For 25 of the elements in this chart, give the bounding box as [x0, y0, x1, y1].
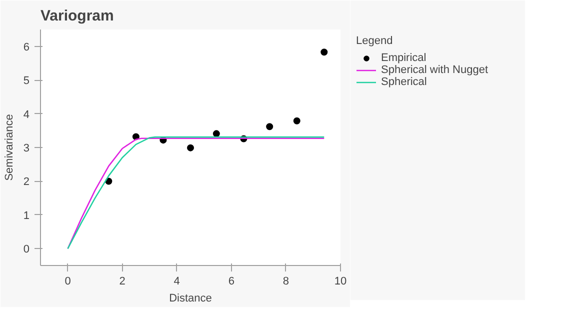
- y-tick-label: 6: [23, 41, 30, 54]
- y-tick-label: 4: [23, 108, 30, 121]
- x-tick-label: 2: [119, 276, 126, 288]
- legend-label: Spherical: [381, 76, 427, 88]
- x-tick-label: 0: [64, 276, 71, 288]
- legend-title: Legend: [356, 35, 394, 47]
- x-tick-label: 10: [334, 276, 347, 288]
- point: [293, 117, 300, 124]
- legend-label: Empirical: [381, 52, 426, 64]
- y-tick-label: 2: [23, 176, 30, 188]
- legend-label: Spherical with Nugget: [381, 64, 488, 76]
- x-axis-title: Distance: [169, 292, 212, 304]
- point: [320, 48, 328, 56]
- point: [266, 123, 274, 130]
- x-tick-label: 8: [282, 276, 290, 288]
- chart-title: Variogram: [40, 8, 114, 24]
- y-tick-label: 5: [23, 75, 30, 88]
- x-tick-label: 4: [174, 276, 180, 288]
- point: [187, 144, 194, 152]
- y-tick-label: 0: [23, 244, 30, 256]
- y-axis-title: Semivariance: [3, 114, 16, 181]
- x-tick-label: 6: [228, 276, 234, 288]
- y-tick-label: 3: [23, 142, 30, 154]
- point: [212, 130, 220, 138]
- y-tick-label: 1: [23, 210, 30, 222]
